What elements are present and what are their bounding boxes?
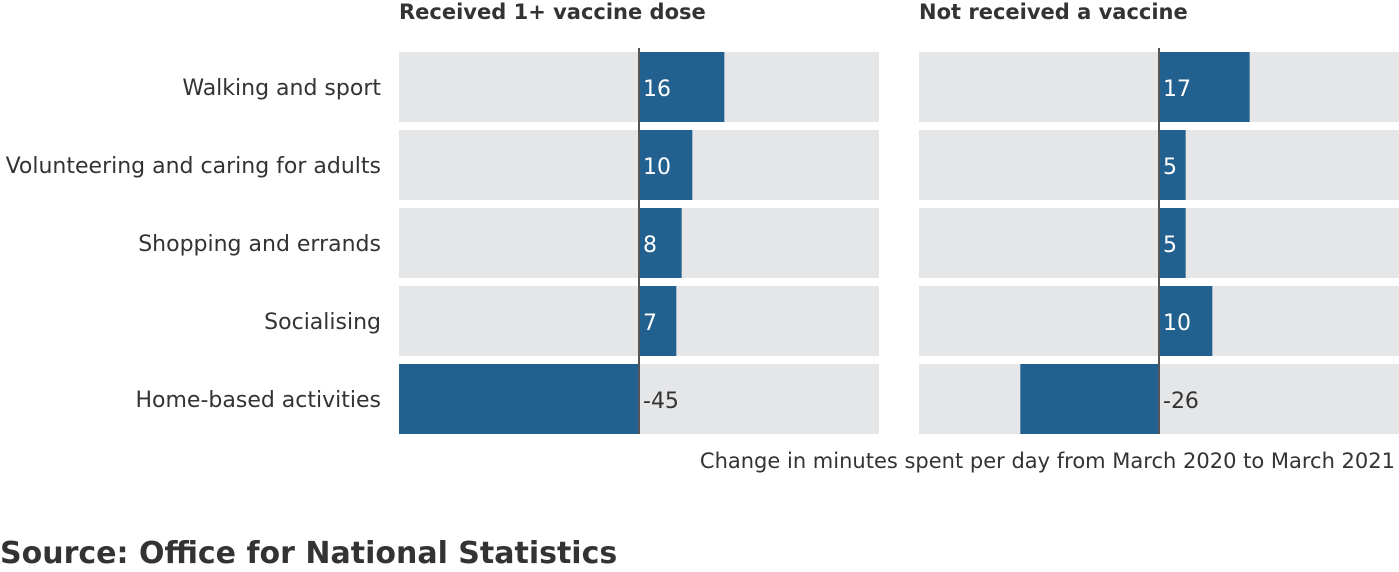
bar [1159, 208, 1186, 278]
source-note: Source: Office for National Statistics [0, 536, 618, 571]
bar [1159, 52, 1250, 122]
bar [639, 286, 677, 356]
category-label: Volunteering and caring for adults [6, 154, 381, 179]
bar [639, 208, 682, 278]
category-label: Home-based activities [136, 388, 382, 413]
bar [1159, 130, 1186, 200]
category-label: Socialising [264, 310, 381, 335]
bar [399, 364, 639, 434]
bar [639, 52, 725, 122]
data-label: 17 [1163, 77, 1191, 102]
data-label: 5 [1163, 155, 1177, 180]
bar [1159, 286, 1213, 356]
data-label: 5 [1163, 233, 1177, 258]
data-label: 7 [643, 311, 657, 336]
data-label: 16 [643, 77, 671, 102]
data-label: -45 [643, 389, 679, 414]
x-axis-label: Change in minutes spent per day from Mar… [700, 449, 1395, 473]
panel-title: Not received a vaccine [919, 0, 1188, 24]
chart-panels: Walking and sport Volunteering and caring… [6, 0, 1399, 434]
bar [1020, 364, 1159, 434]
data-label: 8 [643, 233, 657, 258]
category-label: Shopping and errands [138, 232, 381, 257]
panel-title: Received 1+ vaccine dose [399, 0, 706, 24]
data-label: 10 [643, 155, 671, 180]
data-label: -26 [1163, 389, 1199, 414]
category-label: Walking and sport [182, 76, 381, 101]
data-label: 10 [1163, 311, 1191, 336]
bar [639, 130, 693, 200]
